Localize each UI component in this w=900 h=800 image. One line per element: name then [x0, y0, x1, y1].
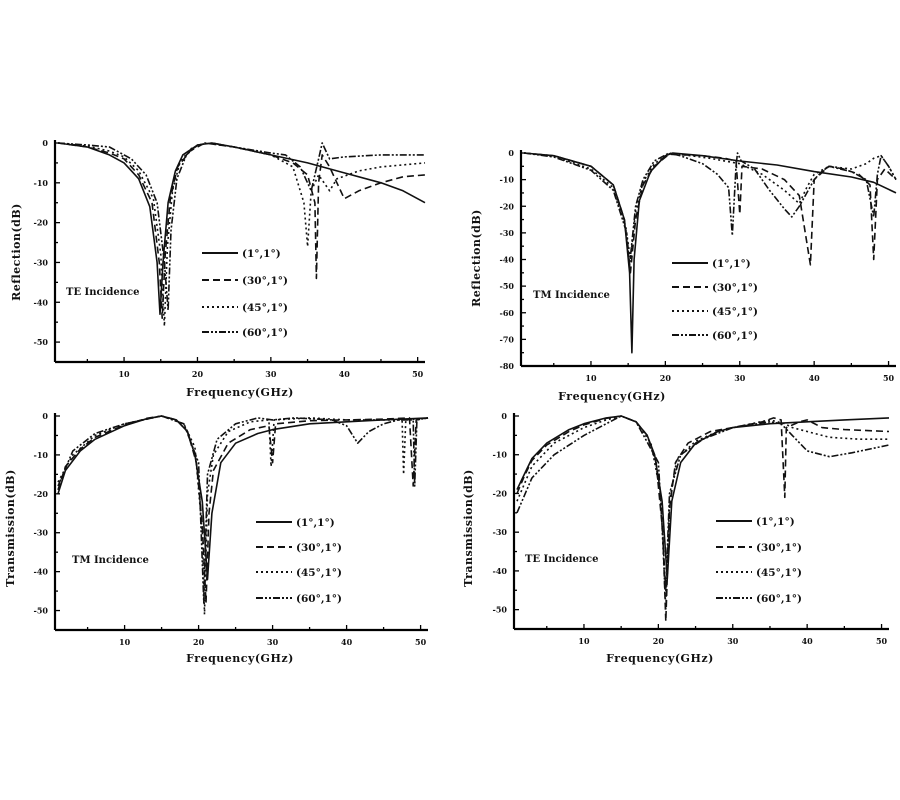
x-tick-label: 30	[265, 369, 277, 379]
series-line-1	[57, 142, 426, 315]
y-tick-label: -10	[493, 450, 508, 460]
series-line-2	[516, 415, 890, 623]
panel-3: 10 20 30 40 50 0 -10 -20 -30 -40 -50 Frequency(GHz)…	[4, 411, 429, 665]
legend-label: (45°,1°)	[756, 567, 802, 579]
y-axis-label: Reflection(dB)	[10, 203, 23, 301]
x-tick-label: 20	[660, 373, 672, 383]
x-tick-label: 20	[193, 637, 205, 647]
y-axis-label: Transmission(dB)	[4, 469, 17, 587]
y-tick-label: -30	[34, 528, 49, 538]
legend-label: (1°,1°)	[756, 516, 795, 528]
x-tick-label: 40	[802, 636, 814, 646]
series-line-2	[57, 142, 426, 319]
y-tick-label: -10	[500, 175, 515, 185]
y-tick-label: -40	[34, 297, 49, 307]
x-tick-label: 20	[653, 636, 665, 646]
x-tick-label: 40	[339, 369, 351, 379]
legend-label: (30°,1°)	[296, 542, 342, 554]
x-tick-label: 50	[876, 636, 888, 646]
y-tick-label: -30	[34, 257, 49, 267]
y-tick-label: -30	[500, 228, 515, 238]
y-tick-label: -40	[500, 255, 515, 265]
y-tick-label: -30	[493, 527, 508, 537]
series-line-3	[516, 415, 889, 611]
legend-label: (1°,1°)	[712, 258, 751, 270]
y-tick-label: -10	[34, 450, 49, 460]
x-tick-label: 30	[734, 373, 746, 383]
y-tick-label: 0	[501, 411, 507, 421]
x-tick-label: 30	[727, 636, 739, 646]
incidence-annotation: TE Incidence	[525, 554, 598, 565]
legend-label: (1°,1°)	[296, 517, 335, 529]
x-axis-label: Frequency(GHz)	[186, 386, 294, 399]
legend-label: (60°,1°)	[242, 327, 288, 339]
legend-label: (45°,1°)	[242, 302, 288, 314]
y-tick-label: 0	[42, 138, 48, 148]
y-tick-label: -50	[493, 605, 508, 615]
y-tick-label: -20	[500, 201, 515, 211]
y-tick-label: -80	[500, 361, 515, 371]
y-tick-label: -20	[493, 488, 508, 498]
series-line-4	[516, 415, 890, 592]
legend-label: (30°,1°)	[712, 282, 758, 294]
y-tick-label: -20	[34, 218, 49, 228]
legend-label: (60°,1°)	[756, 593, 802, 605]
y-tick-label: 0	[42, 411, 48, 421]
x-tick-label: 30	[267, 637, 279, 647]
x-tick-label: 40	[341, 637, 353, 647]
legend-label: (45°,1°)	[296, 567, 342, 579]
y-axis-label: Transmission(dB)	[462, 469, 475, 587]
y-axis-label: Reflection(dB)	[470, 209, 483, 307]
legend-label: (30°,1°)	[242, 275, 288, 287]
incidence-annotation: TE Incidence	[66, 287, 139, 298]
series-line-4	[57, 415, 429, 604]
series-line-1	[57, 415, 429, 581]
series-line-3	[57, 142, 426, 327]
series-line-4	[57, 142, 425, 311]
legend-label: (1°,1°)	[242, 248, 281, 260]
y-tick-label: -50	[34, 337, 49, 347]
x-axis-label: Frequency(GHz)	[558, 390, 666, 403]
legend-label: (30°,1°)	[756, 542, 802, 554]
y-tick-label: -20	[34, 489, 49, 499]
panel-4: 10 20 30 40 50 0 -10 -20 -30 -40 -50 Frequency(GHz)…	[462, 411, 890, 665]
x-tick-label: 50	[412, 369, 424, 379]
x-tick-label: 10	[578, 636, 590, 646]
x-tick-label: 50	[415, 637, 427, 647]
x-tick-label: 10	[585, 373, 597, 383]
y-tick-label: -10	[34, 178, 49, 188]
x-tick-label: 40	[809, 373, 821, 383]
series-line-2	[57, 415, 429, 604]
incidence-annotation: TM Incidence	[533, 290, 610, 301]
x-tick-label: 10	[119, 637, 131, 647]
series-line-3	[523, 152, 897, 261]
legend-label: (60°,1°)	[296, 593, 342, 605]
y-tick-label: -60	[500, 308, 515, 318]
y-tick-label: 0	[508, 148, 514, 158]
y-tick-label: -50	[34, 606, 49, 616]
x-tick-label: 50	[883, 373, 895, 383]
y-tick-label: -50	[500, 281, 515, 291]
series-line-4	[523, 152, 897, 266]
panel-2: 10 20 30 40 50 0 -10 -20 -30 -40 -50 -60 -70 -80 Frequ…	[470, 148, 897, 403]
series-line-1	[523, 152, 897, 354]
y-tick-label: -40	[34, 567, 49, 577]
x-axis-label: Frequency(GHz)	[606, 652, 714, 665]
series-line-2	[523, 152, 897, 274]
x-tick-label: 10	[118, 369, 130, 379]
y-tick-label: -40	[493, 566, 508, 576]
x-axis-label: Frequency(GHz)	[186, 652, 294, 665]
panel-1: 10 20 30 40 50 0 -10 -20 -30 -40 -50 Frequency(GHz)…	[10, 138, 426, 399]
y-tick-label: -70	[500, 334, 515, 344]
legend-label: (45°,1°)	[712, 306, 758, 318]
legend-label: (60°,1°)	[712, 330, 758, 342]
x-tick-label: 20	[192, 369, 204, 379]
series-line-3	[57, 415, 429, 616]
incidence-annotation: TM Incidence	[72, 555, 149, 566]
